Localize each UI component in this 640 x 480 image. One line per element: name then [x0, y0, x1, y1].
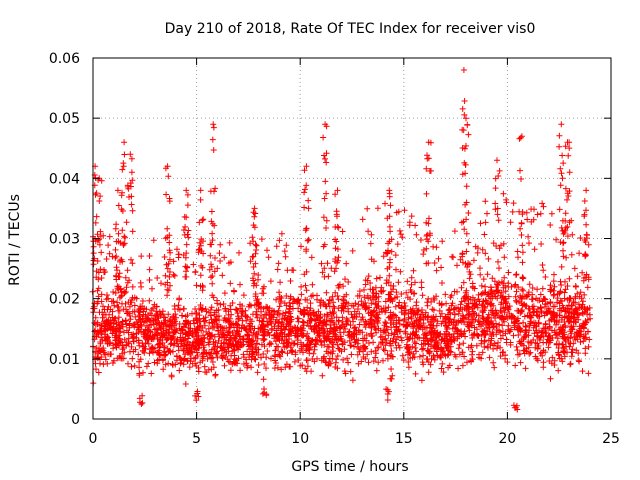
y-tick-label: 0.03 — [49, 232, 80, 248]
x-tick-label: 10 — [291, 431, 309, 447]
x-tick-label: 20 — [498, 431, 516, 447]
x-tick-label: 15 — [395, 431, 413, 447]
axis-ticks: 0 5 10 15 20 25 0 0.01 0.02 0.03 0.04 0.05 0.06 — [49, 51, 620, 447]
data-points — [89, 67, 594, 413]
y-tick-label: 0.04 — [49, 171, 80, 187]
roti-plus-markers — [89, 67, 594, 413]
chart-title: Day 210 of 2018, Rate Of TEC Index for r… — [165, 21, 536, 37]
y-tick-label: 0.05 — [49, 111, 80, 127]
y-tick-label: 0.06 — [49, 51, 80, 67]
x-axis-title: GPS time / hours — [291, 459, 408, 475]
x-tick-label: 25 — [602, 431, 620, 447]
y-tick-label: 0.02 — [49, 292, 80, 308]
y-tick-label: 0 — [71, 412, 80, 428]
y-tick-label: 0.01 — [49, 352, 80, 368]
x-tick-label: 0 — [89, 431, 98, 447]
x-tick-label: 5 — [192, 431, 201, 447]
y-axis-title: ROTI / TECUs — [7, 194, 23, 286]
